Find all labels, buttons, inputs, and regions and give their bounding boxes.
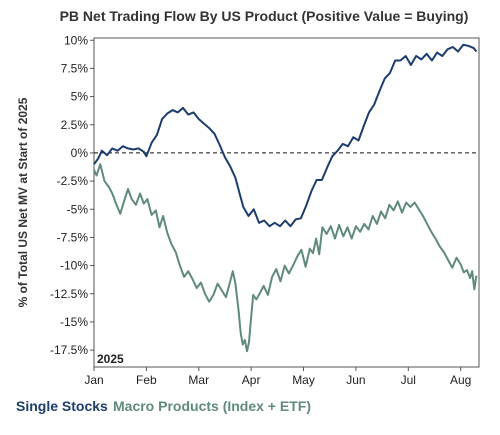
x-tick-label: Aug xyxy=(450,373,471,387)
x-tick-label: Jun xyxy=(346,373,365,387)
y-tick-label: 0% xyxy=(71,146,89,160)
y-axis-label: % of Total US Net MV at Start of 2025 xyxy=(16,97,30,307)
x-tick-label: Jan xyxy=(84,373,103,387)
y-tick-label: -7.5% xyxy=(57,230,89,244)
plot-area xyxy=(93,37,480,368)
legend-single-stocks: Single Stocks xyxy=(16,398,108,414)
series-line xyxy=(93,163,478,353)
y-axis: 10% 7.5% 5% 2.5% 0% -2.5% -5% -7.5% -10% -12.5% -1… xyxy=(50,33,94,357)
x-tick-label: May xyxy=(292,373,315,387)
y-tick-label: -12.5% xyxy=(50,287,88,301)
chart-title: PB Net Trading Flow By US Product (Posit… xyxy=(60,8,469,24)
y-tick-label: -15% xyxy=(60,315,88,329)
x-tick-label: Apr xyxy=(242,373,261,387)
x-tick-label: Jul xyxy=(401,373,416,387)
y-tick-label: -17.5% xyxy=(50,343,88,357)
y-tick-label: 10% xyxy=(64,33,88,47)
year-label: 2025 xyxy=(97,352,124,366)
y-tick-label: -5% xyxy=(67,202,89,216)
series-macro-products xyxy=(93,163,478,353)
y-tick-label: 7.5% xyxy=(61,61,89,75)
legend-macro-products: Macro Products (Index + ETF) xyxy=(113,398,311,414)
x-axis: Jan Feb Mar Apr May Jun Jul Aug xyxy=(84,367,471,387)
y-tick-label: 5% xyxy=(71,90,89,104)
series-single-stocks xyxy=(93,43,478,228)
series-layer xyxy=(93,43,478,353)
y-tick-label: 2.5% xyxy=(61,118,89,132)
series-line xyxy=(93,43,478,228)
y-tick-label: -2.5% xyxy=(57,174,89,188)
y-tick-label: -10% xyxy=(60,259,88,273)
x-tick-label: Mar xyxy=(188,373,209,387)
x-tick-label: Feb xyxy=(136,373,157,387)
